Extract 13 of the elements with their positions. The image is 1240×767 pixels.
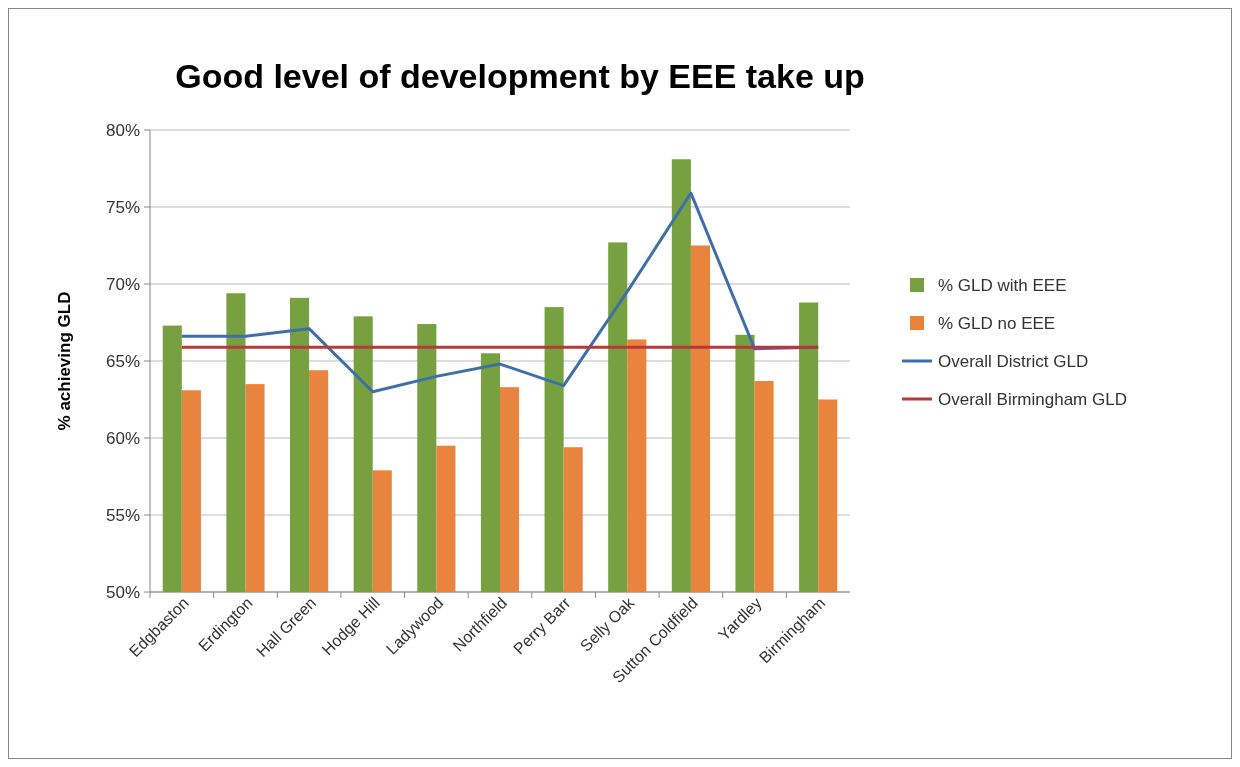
y-tick-label: 55% bbox=[105, 505, 140, 525]
y-tick-label: 60% bbox=[105, 428, 140, 448]
legend-label: Overall Birmingham GLD bbox=[938, 389, 1127, 409]
y-tick-label: 65% bbox=[105, 351, 140, 371]
y-tick-label: 50% bbox=[105, 582, 140, 602]
y-axis-title: % achieving GLD bbox=[55, 291, 74, 431]
y-tick-label: 75% bbox=[105, 197, 140, 217]
y-tick-label: 80% bbox=[105, 120, 140, 140]
y-tick-label: 70% bbox=[105, 274, 140, 294]
legend-label: % GLD no EEE bbox=[938, 313, 1056, 333]
legend-label: % GLD with EEE bbox=[938, 275, 1067, 295]
chart-title: Good level of development by EEE take up bbox=[175, 57, 865, 95]
legend-label: Overall District GLD bbox=[938, 351, 1089, 371]
